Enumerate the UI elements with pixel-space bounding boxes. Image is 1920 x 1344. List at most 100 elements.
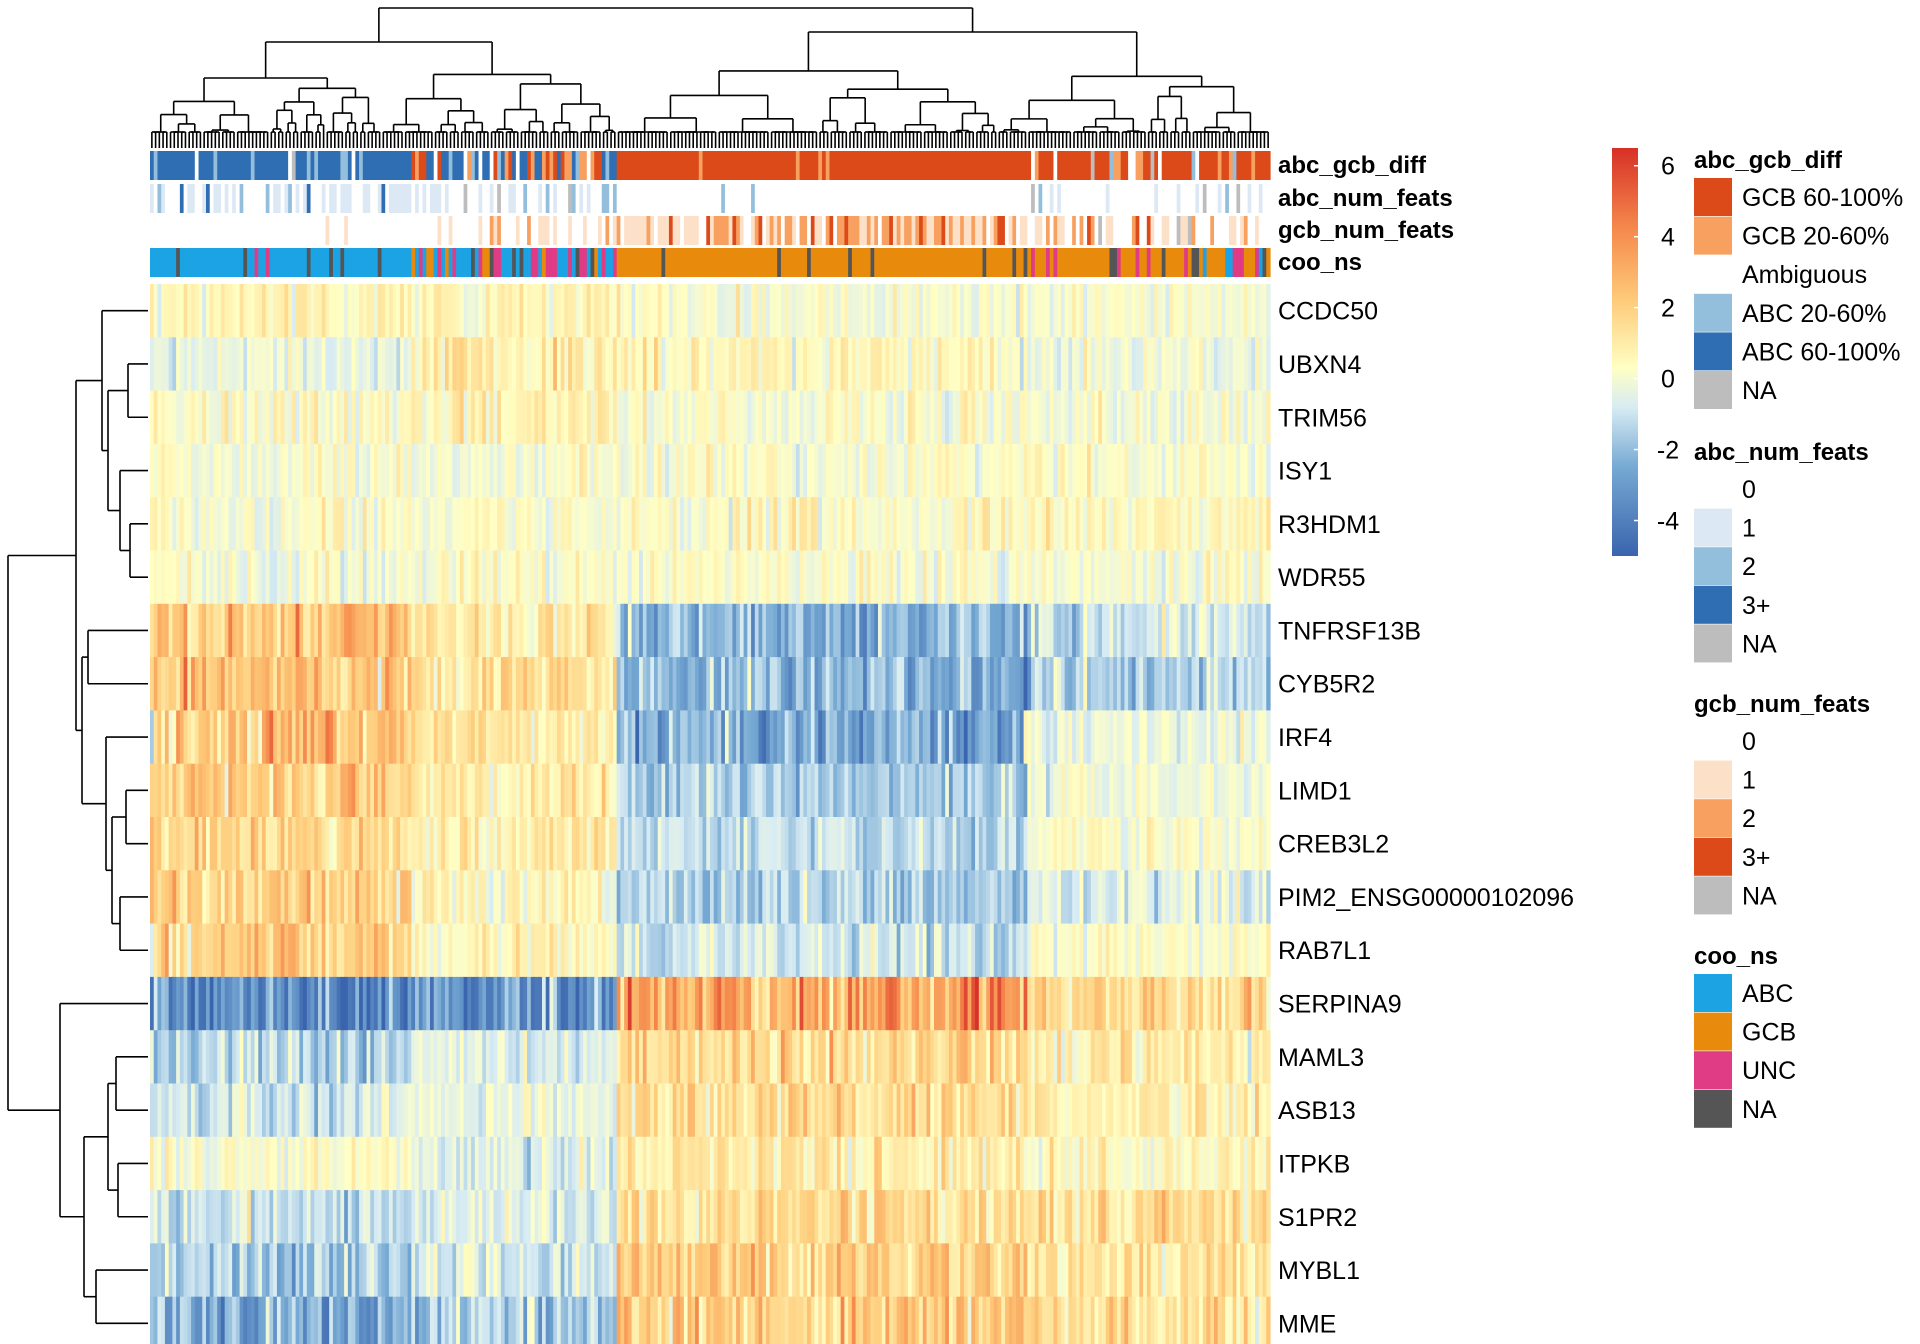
heatmap-cell (1083, 603, 1088, 658)
heatmap-cell (1120, 284, 1125, 338)
annotation-cell (385, 184, 390, 213)
heatmap-cell (1053, 337, 1058, 392)
heatmap-cell (833, 337, 838, 392)
annotation-cell (254, 216, 259, 245)
heatmap-cell (556, 337, 562, 392)
heatmap-cell (478, 603, 483, 658)
heatmap-cell (1016, 337, 1021, 392)
heatmap-cell (344, 337, 349, 392)
heatmap-cell (500, 497, 506, 552)
heatmap-cell (411, 390, 416, 445)
annotation-cell (1232, 216, 1237, 245)
annotation-cell (594, 248, 599, 277)
heatmap-cell (344, 497, 349, 552)
annotation-cell (456, 248, 461, 277)
annotation-cell (474, 151, 480, 180)
heatmap-cell (288, 284, 293, 338)
annotation-cell (1247, 184, 1252, 213)
heatmap-cell (1228, 550, 1234, 605)
annotation-cell (291, 184, 297, 213)
heatmap-cell (878, 390, 883, 445)
heatmap-cell (780, 284, 786, 338)
annotation-cell (922, 184, 928, 213)
heatmap-cell (732, 603, 737, 658)
heatmap-cell (706, 550, 711, 605)
heatmap-cell (1034, 284, 1040, 338)
heatmap-cell (706, 390, 711, 445)
heatmap-cell (262, 284, 267, 338)
heatmap-cell (751, 443, 756, 498)
annotation-cell (347, 216, 353, 245)
heatmap-cell (377, 390, 383, 445)
heatmap-cell (433, 550, 439, 605)
heatmap-cell (157, 337, 162, 392)
heatmap-cell (571, 390, 577, 445)
heatmap-cell (295, 390, 300, 445)
annotation-cell (1109, 248, 1114, 277)
heatmap-cell (1064, 603, 1069, 658)
heatmap-cell (1116, 443, 1122, 498)
annotation-cell (377, 216, 383, 245)
heatmap-cell (250, 284, 256, 338)
heatmap-cell (881, 657, 887, 711)
annotation-cell (1124, 248, 1129, 277)
annotation-cell (810, 216, 816, 245)
heatmap-cell (418, 337, 424, 392)
heatmap-cell (1180, 390, 1185, 445)
heatmap-cell (967, 550, 972, 605)
annotation-cell (482, 151, 487, 180)
annotation-cell (362, 151, 368, 180)
heatmap-cell (627, 550, 633, 605)
annotation-cell (825, 248, 831, 277)
heatmap-cell (706, 497, 711, 552)
heatmap-cell (784, 497, 789, 552)
annotation-cell (556, 248, 562, 277)
heatmap-cell (866, 497, 872, 552)
annotation-cell (881, 216, 887, 245)
heatmap-cell (788, 284, 793, 338)
annotation-cell (198, 248, 203, 277)
heatmap-cell (1001, 603, 1006, 658)
annotation-cell (224, 151, 229, 180)
heatmap-cell (329, 390, 334, 445)
annotation-cell (482, 184, 487, 213)
annotation-cell (560, 248, 565, 277)
heatmap-cell (213, 710, 218, 765)
heatmap-cell (945, 550, 950, 605)
annotation-cell (318, 216, 323, 245)
heatmap-cell (209, 550, 215, 605)
heatmap-cell (825, 443, 831, 498)
heatmap-cell (904, 550, 909, 605)
heatmap-cell (426, 443, 431, 498)
heatmap-cell (232, 390, 237, 445)
heatmap-cell (1240, 550, 1245, 605)
annotation-cell (318, 184, 323, 213)
annotation-cell (889, 184, 894, 213)
heatmap-cell (594, 390, 599, 445)
heatmap-cell (198, 497, 203, 552)
annotation-cell (1217, 151, 1223, 180)
heatmap-cell (549, 390, 554, 445)
annotation-cell (814, 184, 819, 213)
heatmap-cell (172, 284, 177, 338)
annotation-cell (799, 216, 804, 245)
heatmap-cell (1135, 443, 1140, 498)
heatmap-cell (605, 497, 610, 552)
heatmap-cell (866, 657, 872, 711)
annotation-cell (527, 216, 532, 245)
heatmap-cell (220, 710, 226, 765)
heatmap-cell (523, 657, 528, 711)
heatmap-cell (478, 390, 483, 445)
annotation-cell (340, 216, 345, 245)
heatmap-cell (646, 603, 651, 658)
annotation-cell (848, 184, 853, 213)
annotation-cell (698, 151, 704, 180)
annotation-cell (1214, 151, 1219, 180)
annotation-cell (836, 248, 842, 277)
heatmap-cell (232, 284, 237, 338)
annotation-cell (710, 184, 715, 213)
heatmap-cell (220, 443, 226, 498)
heatmap-cell (624, 710, 629, 765)
heatmap-cell (1139, 603, 1144, 658)
